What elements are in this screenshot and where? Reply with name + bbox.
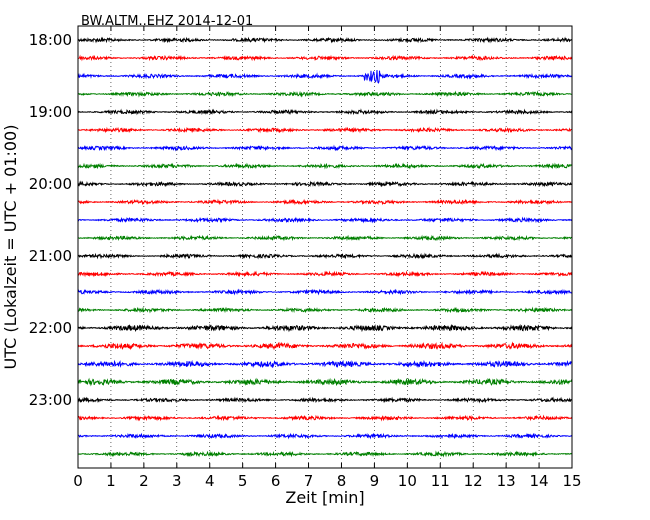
x-tick-label: 2 — [139, 472, 149, 490]
x-tick-label: 11 — [431, 472, 450, 490]
trace-line — [77, 288, 573, 296]
trace-line — [77, 70, 573, 84]
x-tick-label: 7 — [304, 472, 314, 490]
trace-line — [77, 359, 573, 369]
x-tick-label: 3 — [172, 472, 182, 490]
trace-line — [77, 90, 573, 98]
trace-line — [77, 252, 573, 260]
y-tick-label: 19:00 — [29, 103, 72, 121]
y-tick-label: 20:00 — [29, 175, 72, 193]
x-tick-label: 9 — [370, 472, 380, 490]
x-tick-label: 6 — [271, 472, 281, 490]
trace-line — [77, 396, 573, 404]
x-tick-label: 15 — [562, 472, 581, 490]
trace-line — [77, 198, 573, 206]
trace-line — [77, 108, 573, 116]
y-tick-label: 21:00 — [29, 247, 72, 265]
chart-title: BW.ALTM..EHZ 2014-12-01 — [81, 14, 253, 29]
trace-line — [77, 216, 573, 224]
trace-line — [77, 341, 573, 351]
x-tick-label: 13 — [497, 472, 516, 490]
trace-line — [77, 54, 573, 62]
x-tick-label: 1 — [106, 472, 116, 490]
trace-line — [77, 450, 573, 458]
x-axis: 0 1 2 3 4 5 6 7 8 9 10 11 12 13 14 15 — [73, 26, 582, 490]
trace-line — [77, 234, 573, 242]
trace-group — [77, 36, 573, 458]
trace-line — [77, 270, 573, 278]
trace-line — [77, 323, 573, 333]
trace-line — [77, 377, 573, 387]
trace-line — [77, 414, 573, 422]
x-tick-label: 10 — [398, 472, 417, 490]
trace-line — [77, 180, 573, 188]
trace-line — [77, 126, 573, 134]
trace-line — [77, 306, 573, 314]
y-axis: 18:00 19:00 20:00 21:00 22:00 23:00 — [29, 31, 572, 409]
y-tick-label: 22:00 — [29, 319, 72, 337]
y-tick-label: 23:00 — [29, 391, 72, 409]
trace-line — [77, 144, 573, 152]
y-axis-label: UTC (Lokalzeit = UTC + 01:00) — [1, 125, 20, 370]
x-tick-label: 4 — [205, 472, 215, 490]
y-tick-label: 18:00 — [29, 31, 72, 49]
x-tick-label: 14 — [530, 472, 549, 490]
plot-frame — [77, 25, 573, 469]
x-tick-label: 12 — [464, 472, 483, 490]
x-tick-label: 5 — [238, 472, 248, 490]
trace-line — [77, 432, 573, 440]
vertical-grid — [110, 26, 540, 468]
x-axis-label: Zeit [min] — [285, 488, 364, 507]
trace-line — [77, 36, 573, 44]
trace-line — [77, 162, 573, 170]
x-tick-label: 0 — [73, 472, 83, 490]
x-tick-label: 8 — [337, 472, 347, 490]
